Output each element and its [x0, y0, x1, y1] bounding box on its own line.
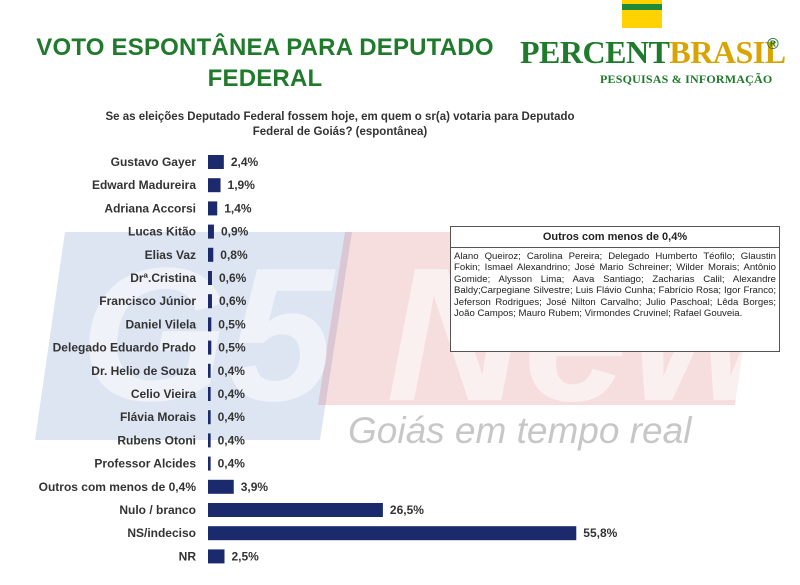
category-label: Adriana Accorsi [104, 201, 196, 215]
data-label: 1,4% [224, 201, 252, 215]
registered-mark: ® [767, 36, 779, 53]
bar [208, 247, 214, 262]
outros-box-title: Outros com menos de 0,4% [451, 227, 779, 248]
percentbrasil-logo: PERCENTBRASIL ® PESQUISAS & INFORMAÇÃO [520, 0, 795, 95]
data-label: 0,5% [218, 341, 246, 355]
bar [208, 178, 221, 193]
category-label: NR [179, 549, 197, 563]
bar [208, 155, 224, 169]
data-label: 0,4% [218, 364, 246, 378]
bar [208, 479, 234, 494]
flag-icon [622, 0, 662, 37]
bar [208, 317, 212, 332]
logo-brand-part2: BRASIL [669, 34, 786, 70]
survey-question-line2: Federal de Goiás? (espontânea) [252, 126, 428, 138]
logo-brand-part1: PERCENT [520, 34, 670, 70]
outros-box-text: Alano Queiroz; Carolina Pereira; Delegad… [454, 251, 776, 320]
data-label: 0,8% [220, 248, 248, 262]
data-label: 0,4% [218, 410, 246, 424]
category-label: Outros com menos de 0,4% [39, 480, 197, 494]
bar [208, 526, 577, 541]
logo-subtitle: PESQUISAS & INFORMAÇÃO [600, 72, 773, 86]
bar [208, 224, 214, 239]
bar [208, 294, 212, 309]
category-label: Drª.Cristina [130, 271, 196, 285]
bar [208, 549, 225, 564]
category-label: Professor Alcides [94, 457, 196, 471]
category-label: Francisco Júnior [99, 294, 196, 308]
data-label: 0,9% [221, 225, 249, 239]
category-label: Edward Madureira [92, 178, 196, 192]
category-label: Dr. Helio de Souza [91, 364, 196, 378]
data-label: 0,4% [218, 387, 246, 401]
data-label: 0,6% [219, 271, 247, 285]
category-label: Nulo / branco [119, 503, 196, 517]
page-title-line1: VOTO ESPONTÂNEA PARA DEPUTADO [36, 34, 494, 61]
category-label: Flávia Morais [120, 410, 196, 424]
data-label: 3,9% [241, 480, 269, 494]
page-title: VOTO ESPONTÂNEA PARA DEPUTADO FEDERAL [0, 32, 530, 94]
bar [208, 503, 383, 517]
data-label: 0,5% [218, 317, 246, 331]
category-label: Elias Vaz [145, 248, 196, 262]
category-label: Celio Vieira [131, 387, 196, 401]
bar [208, 363, 211, 378]
bar [208, 387, 211, 401]
category-label: Gustavo Gayer [111, 155, 197, 169]
bar [208, 433, 211, 448]
logo-brand: PERCENTBRASIL [520, 34, 786, 70]
data-label: 2,4% [231, 155, 259, 169]
data-label: 0,6% [219, 294, 247, 308]
category-label: Daniel Vilela [126, 317, 197, 331]
data-label: 0,4% [218, 433, 246, 447]
data-label: 26,5% [390, 503, 424, 517]
survey-question: Se as eleições Deputado Federal fossem h… [60, 110, 620, 140]
bar [208, 340, 212, 355]
bar [208, 456, 211, 471]
outros-box: Outros com menos de 0,4% Alano Queiroz; … [450, 226, 780, 352]
data-label: 2,5% [232, 549, 260, 563]
bar [208, 410, 211, 425]
page-title-line2: FEDERAL [207, 65, 323, 92]
bar [208, 201, 218, 216]
category-label: NS/indeciso [127, 526, 196, 540]
survey-question-line1: Se as eleições Deputado Federal fossem h… [105, 111, 575, 123]
data-label: 0,4% [218, 457, 246, 471]
category-label: Lucas Kitão [128, 225, 196, 239]
category-label: Rubens Otoni [117, 433, 196, 447]
data-label: 1,9% [228, 178, 256, 192]
category-label: Delegado Eduardo Prado [53, 341, 196, 355]
bar [208, 271, 212, 285]
data-label: 55,8% [583, 526, 617, 540]
